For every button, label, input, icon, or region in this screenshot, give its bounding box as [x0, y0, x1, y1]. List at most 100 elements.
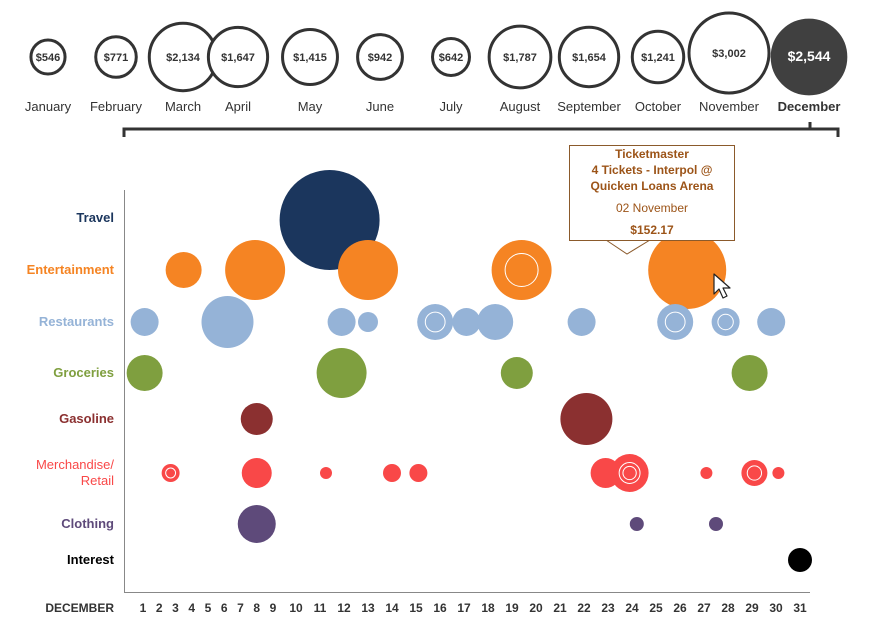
month-circle[interactable] — [630, 29, 686, 85]
transaction-bubble-circle[interactable] — [560, 393, 613, 445]
transaction-bubble[interactable] — [560, 393, 613, 445]
transaction-bubble-circle[interactable] — [327, 308, 356, 336]
transaction-bubble-circle[interactable] — [338, 240, 398, 300]
transaction-bubble[interactable] — [130, 308, 159, 336]
transaction-bubble-circle[interactable] — [709, 517, 723, 531]
transaction-bubble[interactable] — [409, 464, 428, 482]
transaction-bubble[interactable] — [225, 240, 286, 300]
transaction-bubble-circle[interactable] — [788, 548, 812, 572]
month-label[interactable]: November — [699, 99, 760, 114]
transaction-bubble-circle[interactable] — [201, 296, 254, 348]
month-bubble-january[interactable]: $546 January — [25, 38, 72, 114]
transaction-bubble[interactable] — [165, 252, 202, 288]
transaction-bubble[interactable] — [731, 355, 768, 391]
month-bubble-september[interactable]: $1,654 September — [557, 25, 621, 114]
transaction-bubble[interactable] — [500, 357, 533, 389]
month-circle[interactable] — [687, 11, 771, 95]
month-label[interactable]: September — [557, 99, 621, 114]
transaction-bubble-circle[interactable] — [491, 240, 552, 300]
transaction-bubble-circle[interactable] — [165, 252, 202, 288]
transaction-bubble[interactable] — [648, 231, 727, 309]
transaction-bubble[interactable] — [161, 464, 180, 482]
transaction-bubble-circle[interactable] — [731, 355, 768, 391]
transaction-bubble[interactable] — [788, 548, 812, 572]
month-circle[interactable] — [281, 28, 339, 86]
transaction-bubble-circle[interactable] — [452, 308, 481, 336]
month-label[interactable]: October — [635, 99, 682, 114]
transaction-bubble-circle[interactable] — [383, 464, 401, 482]
month-bubble-april[interactable]: $1,647 April — [206, 25, 270, 114]
month-circle[interactable] — [487, 24, 553, 90]
month-label[interactable]: December — [778, 99, 841, 114]
month-label[interactable]: February — [90, 99, 143, 114]
transaction-bubble-circle[interactable] — [316, 348, 367, 398]
transaction-bubble[interactable] — [316, 348, 367, 398]
transaction-bubble-circle[interactable] — [241, 458, 272, 488]
month-bubble-december[interactable]: $2,544 December — [770, 18, 848, 114]
transaction-bubble-circle[interactable] — [130, 308, 159, 336]
transaction-bubble[interactable] — [383, 464, 401, 482]
month-bubble-october[interactable]: $1,241 October — [630, 29, 686, 114]
month-label[interactable]: August — [500, 99, 541, 114]
transaction-bubble-circle[interactable] — [757, 308, 786, 336]
transaction-bubble[interactable] — [709, 517, 723, 531]
transaction-bubble-circle[interactable] — [772, 467, 785, 479]
month-label[interactable]: May — [298, 99, 323, 114]
transaction-bubble[interactable] — [240, 403, 273, 435]
transaction-bubble-circle[interactable] — [500, 357, 533, 389]
month-label[interactable]: March — [165, 99, 201, 114]
month-label[interactable]: July — [439, 99, 463, 114]
transaction-bubble-circle[interactable] — [161, 464, 180, 482]
transaction-bubble-circle[interactable] — [657, 304, 694, 340]
transaction-bubble[interactable] — [757, 308, 786, 336]
transaction-bubble-circle[interactable] — [741, 460, 768, 486]
month-label[interactable]: January — [25, 99, 72, 114]
transaction-bubble-circle[interactable] — [417, 304, 454, 340]
transaction-bubble-circle[interactable] — [237, 505, 276, 543]
month-bubble-july[interactable]: $642 July — [431, 37, 471, 114]
transaction-bubble[interactable] — [327, 308, 356, 336]
month-label[interactable]: June — [366, 99, 394, 114]
transaction-bubble[interactable] — [452, 308, 481, 336]
transaction-bubble-circle[interactable] — [629, 517, 644, 531]
transaction-bubble[interactable] — [610, 454, 649, 492]
transaction-bubble-circle[interactable] — [567, 308, 596, 336]
transaction-bubble[interactable] — [741, 460, 768, 486]
transaction-bubble[interactable] — [711, 308, 740, 336]
month-bubble-march[interactable]: $2,134 March — [147, 21, 219, 114]
transaction-bubble[interactable] — [491, 240, 552, 300]
transaction-bubble-circle[interactable] — [711, 308, 740, 336]
transaction-bubble[interactable] — [237, 505, 276, 543]
month-bubble-november[interactable]: $3,002 November — [687, 11, 771, 114]
transaction-bubble[interactable] — [700, 467, 713, 479]
transaction-bubble-circle[interactable] — [358, 312, 378, 332]
transaction-bubble-circle[interactable] — [225, 240, 286, 300]
transaction-bubble[interactable] — [126, 355, 163, 391]
transaction-bubble-circle[interactable] — [610, 454, 649, 492]
month-label[interactable]: April — [225, 99, 251, 114]
month-circle[interactable] — [206, 25, 270, 89]
month-bubble-february[interactable]: $771 February — [90, 35, 143, 114]
month-circle[interactable] — [770, 18, 848, 96]
month-circle[interactable] — [431, 37, 471, 77]
transaction-bubble-circle[interactable] — [240, 403, 273, 435]
month-bubble-august[interactable]: $1,787 August — [487, 24, 553, 114]
transaction-bubble-circle[interactable] — [477, 304, 514, 340]
transaction-bubble[interactable] — [417, 304, 454, 340]
transaction-bubble-circle[interactable] — [320, 467, 332, 479]
transaction-bubble[interactable] — [201, 296, 254, 348]
transaction-bubble[interactable] — [772, 467, 785, 479]
transaction-bubble[interactable] — [477, 304, 514, 340]
month-circle[interactable] — [29, 38, 67, 76]
transaction-bubble[interactable] — [567, 308, 596, 336]
month-circle[interactable] — [557, 25, 621, 89]
transaction-bubble-circle[interactable] — [648, 231, 727, 309]
transaction-bubble-circle[interactable] — [409, 464, 428, 482]
transaction-bubble-circle[interactable] — [126, 355, 163, 391]
transaction-bubble[interactable] — [338, 240, 398, 300]
transaction-bubble[interactable] — [629, 517, 644, 531]
month-circle[interactable] — [356, 33, 404, 81]
month-bubble-june[interactable]: $942 June — [356, 33, 404, 114]
month-circle[interactable] — [94, 35, 138, 79]
transaction-bubble[interactable] — [241, 458, 272, 488]
